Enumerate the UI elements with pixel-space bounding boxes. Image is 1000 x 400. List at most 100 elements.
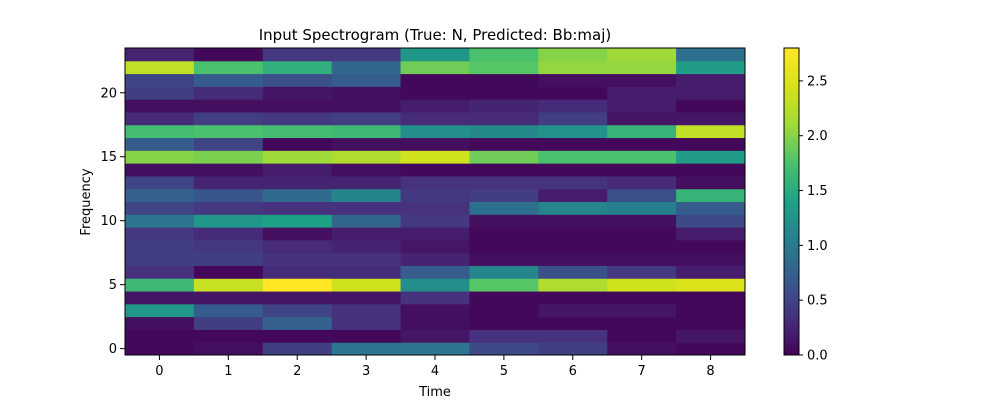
x-tick-label: 4 xyxy=(431,364,439,379)
heatmap-cell xyxy=(538,48,608,62)
heatmap-cells xyxy=(125,48,746,356)
heatmap-cell xyxy=(538,227,608,241)
heatmap-cell xyxy=(193,150,264,164)
heatmap-cell xyxy=(676,60,746,75)
heatmap-cell xyxy=(262,316,333,330)
heatmap-cell xyxy=(262,342,333,356)
x-axis-label: Time xyxy=(418,385,451,400)
heatmap-cell xyxy=(400,239,470,254)
heatmap-cell xyxy=(469,150,539,164)
y-tick-label: 15 xyxy=(100,150,117,165)
heatmap-cell xyxy=(193,278,264,292)
heatmap-cell xyxy=(538,99,608,113)
heatmap-cell xyxy=(607,291,677,305)
heatmap-cell xyxy=(400,150,470,164)
colorbar-tick-label: 0.5 xyxy=(807,294,828,309)
heatmap-cell xyxy=(193,137,264,151)
heatmap-cell xyxy=(607,252,677,266)
heatmap-cell xyxy=(469,60,539,75)
heatmap-cell xyxy=(607,48,677,62)
heatmap-cell xyxy=(469,316,539,330)
heatmap-cell xyxy=(469,163,539,177)
heatmap-cell xyxy=(400,214,470,228)
heatmap-cell xyxy=(125,60,195,75)
x-tick-label: 5 xyxy=(500,364,508,379)
heatmap-cell xyxy=(125,86,195,100)
heatmap-cell xyxy=(676,252,746,266)
heatmap-cell xyxy=(607,239,677,254)
heatmap-cell xyxy=(538,188,608,202)
heatmap-cell xyxy=(676,163,746,177)
heatmap-cell xyxy=(676,188,746,202)
heatmap-cell xyxy=(469,227,539,241)
heatmap-cell xyxy=(607,329,677,343)
heatmap-cell xyxy=(400,265,470,279)
heatmap-cell xyxy=(538,86,608,100)
heatmap-cell xyxy=(331,329,402,343)
heatmap-cell xyxy=(193,201,264,215)
heatmap-cell xyxy=(538,175,608,190)
y-tick-label: 10 xyxy=(100,214,117,229)
heatmap-cell xyxy=(262,214,333,228)
heatmap-cell xyxy=(262,124,333,139)
heatmap-cell xyxy=(331,124,402,139)
heatmap-cell xyxy=(676,342,746,356)
heatmap-cell xyxy=(400,73,470,87)
heatmap-cell xyxy=(193,342,264,356)
heatmap-cell xyxy=(400,252,470,266)
heatmap-cell xyxy=(331,291,402,305)
colorbar-tick-label: 2.5 xyxy=(807,74,828,89)
heatmap-cell xyxy=(538,214,608,228)
heatmap-cell xyxy=(262,60,333,75)
heatmap-cell xyxy=(193,48,264,62)
heatmap-cell xyxy=(676,137,746,151)
heatmap-cell xyxy=(331,86,402,100)
heatmap-cell xyxy=(262,188,333,202)
y-tick-label: 20 xyxy=(100,86,117,101)
heatmap-cell xyxy=(125,265,195,279)
heatmap-cell xyxy=(400,60,470,75)
heatmap-cell xyxy=(331,60,402,75)
heatmap-cell xyxy=(676,316,746,330)
heatmap-cell xyxy=(331,278,402,292)
colorbar-tick-label: 1.5 xyxy=(807,184,828,199)
x-tick-label: 1 xyxy=(224,364,232,379)
heatmap-cell xyxy=(676,124,746,139)
heatmap-cell xyxy=(676,278,746,292)
heatmap-cell xyxy=(469,48,539,62)
x-axis-ticks: 0 1 2 3 4 5 6 7 8 xyxy=(155,355,715,379)
heatmap-cell xyxy=(262,73,333,87)
heatmap-cell xyxy=(676,239,746,254)
heatmap-cell xyxy=(469,137,539,151)
heatmap-cell xyxy=(262,303,333,318)
heatmap-cell xyxy=(331,111,402,126)
y-axis-label: Frequency xyxy=(79,168,94,235)
heatmap-cell xyxy=(193,252,264,266)
heatmap-cell xyxy=(331,239,402,254)
heatmap-cell xyxy=(125,137,195,151)
heatmap-cell xyxy=(676,48,746,62)
heatmap-cell xyxy=(538,252,608,266)
heatmap-cell xyxy=(469,265,539,279)
heatmap-cell xyxy=(262,239,333,254)
heatmap-cell xyxy=(676,329,746,343)
heatmap-cell xyxy=(262,111,333,126)
heatmap-cell xyxy=(607,60,677,75)
heatmap-cell xyxy=(607,73,677,87)
heatmap-cell xyxy=(125,163,195,177)
x-tick-label: 7 xyxy=(638,364,646,379)
heatmap-cell xyxy=(400,86,470,100)
heatmap-cell xyxy=(262,201,333,215)
heatmap-cell xyxy=(676,303,746,318)
heatmap-cell xyxy=(262,86,333,100)
heatmap-cell xyxy=(193,291,264,305)
heatmap-cell xyxy=(262,99,333,113)
heatmap-cell xyxy=(331,201,402,215)
heatmap-cell xyxy=(193,175,264,190)
heatmap-cell xyxy=(607,303,677,318)
heatmap-cell xyxy=(125,175,195,190)
heatmap-cell xyxy=(607,265,677,279)
heatmap-cell xyxy=(538,137,608,151)
heatmap-cell xyxy=(469,86,539,100)
heatmap-cell xyxy=(400,163,470,177)
